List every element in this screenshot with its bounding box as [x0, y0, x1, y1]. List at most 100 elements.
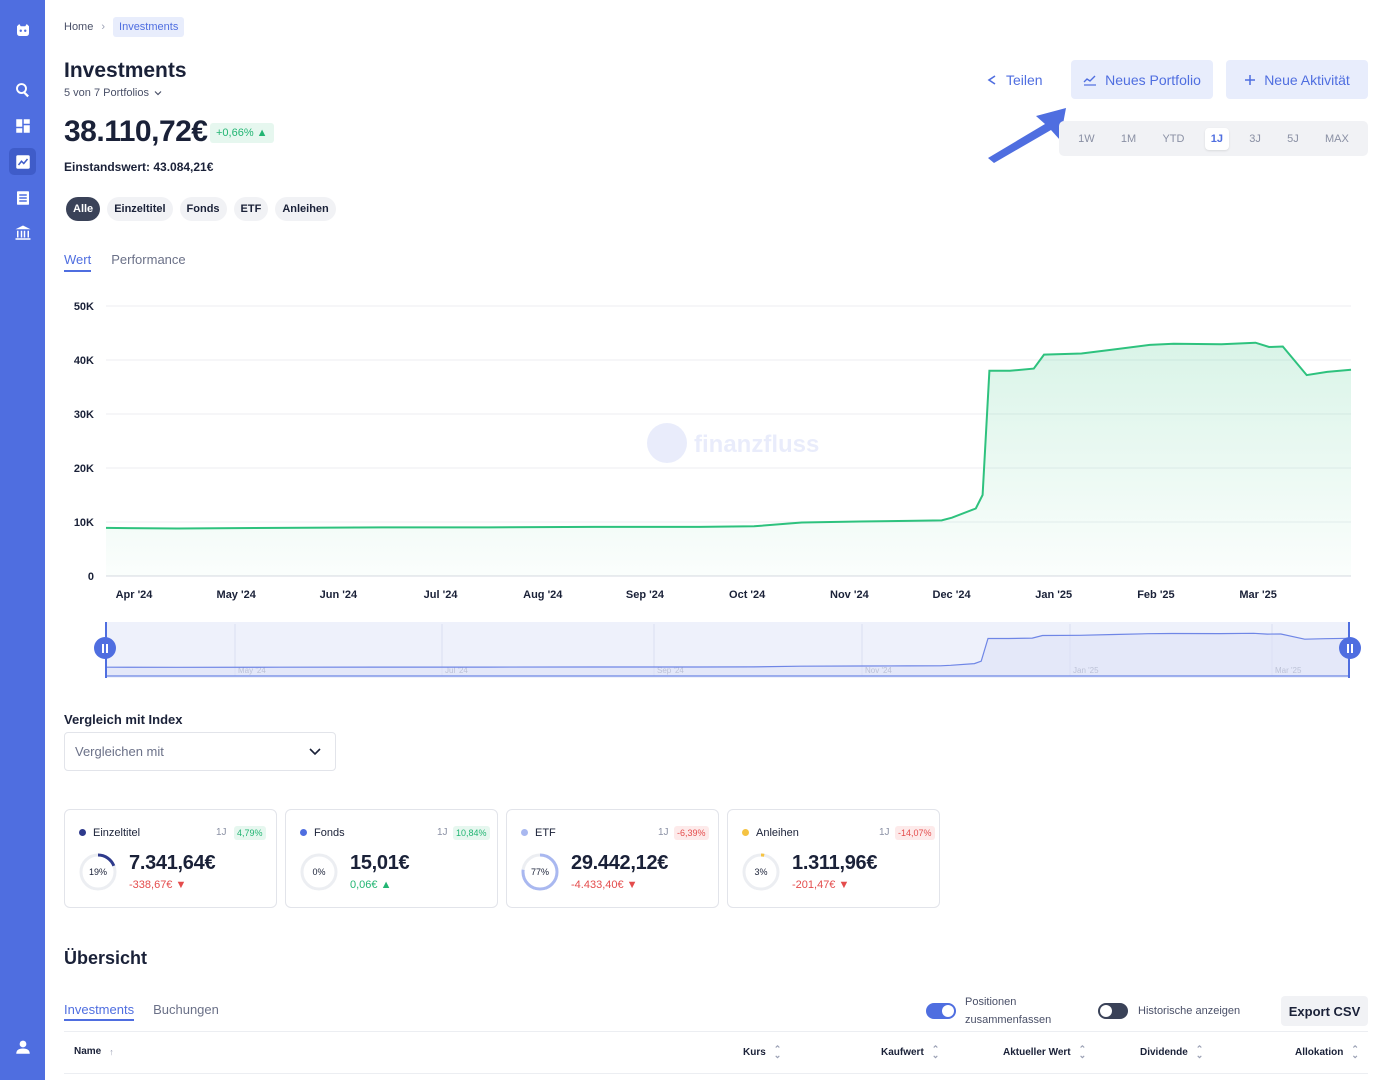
user-profile-icon[interactable]	[9, 1033, 36, 1060]
asset-card-einzeltitel[interactable]: Einzeltitel 1J 4,79% 19% 7.341,64€ -338,67€ ▼	[64, 809, 277, 908]
overview-tabs: Investments Buchungen	[64, 1002, 219, 1021]
allocation-percent: 77%	[530, 867, 549, 877]
document-icon[interactable]	[9, 184, 36, 211]
merge-positions-toggle[interactable]	[926, 1003, 956, 1019]
legend-dot	[300, 829, 307, 836]
merge-positions-label: Positionen zusammenfassen	[965, 993, 1051, 1029]
bank-icon[interactable]	[9, 219, 36, 246]
history-toggle[interactable]	[1098, 1003, 1128, 1019]
x-tick-label: Mar '25	[1239, 589, 1276, 601]
column-label: Kurs	[743, 1046, 766, 1058]
export-csv-button[interactable]: Export CSV	[1281, 996, 1368, 1026]
chevron-down-icon	[154, 91, 162, 96]
overview-tab-investments[interactable]: Investments	[64, 1002, 135, 1021]
filter-chip-etf[interactable]: ETF	[233, 197, 269, 221]
column-header-kaufwert[interactable]: Kaufwert ⌃ ⌄	[881, 1045, 939, 1060]
asset-card-etf[interactable]: ETF 1J -6,39% 77% 29.442,12€ -4.433,40€ ▼	[506, 809, 719, 908]
compare-placeholder: Vergleichen mit	[75, 744, 164, 759]
column-header-name[interactable]: Name ↑	[74, 1046, 114, 1057]
asset-class-cards: Einzeltitel 1J 4,79% 19% 7.341,64€ -338,67€ ▼…	[64, 809, 940, 908]
range-3j[interactable]: 3J	[1249, 132, 1261, 145]
asset-delta: -4.433,40€ ▼	[571, 879, 638, 891]
allocation-percent: 0%	[312, 867, 326, 877]
watermark: finanzfluss	[647, 423, 819, 463]
performance-badge: -6,39%	[674, 826, 709, 840]
filter-chip-fonds[interactable]: Fonds	[179, 197, 227, 221]
merge-label-line2: zusammenfassen	[965, 1014, 1052, 1026]
x-tick-label: Dec '24	[933, 589, 972, 601]
plus-icon	[1245, 74, 1256, 85]
range-1m[interactable]: 1M	[1120, 132, 1137, 145]
compare-label: Vergleich mit Index	[64, 712, 183, 727]
range-5j[interactable]: 5J	[1287, 132, 1299, 145]
portfolio-selector[interactable]: 5 von 7 Portfolios	[64, 87, 163, 99]
column-header-allokation[interactable]: Allokation ⌃ ⌄	[1295, 1045, 1359, 1060]
x-tick-label: Jan '25	[1035, 589, 1072, 601]
range-1j[interactable]: 1J	[1204, 127, 1229, 150]
y-tick-label: 10K	[74, 517, 94, 529]
allocation-percent: 3%	[754, 867, 768, 877]
column-header-kurs[interactable]: Kurs ⌃ ⌄	[743, 1045, 781, 1060]
legend-dot	[742, 829, 749, 836]
column-label: Allokation	[1295, 1046, 1344, 1058]
history-label: Historische anzeigen	[1138, 1005, 1241, 1017]
filter-chip-alle[interactable]: Alle	[66, 197, 101, 221]
asset-name: Fonds	[314, 827, 345, 839]
watermark-text: finanzfluss	[694, 431, 819, 458]
search-icon[interactable]	[9, 76, 36, 103]
asset-delta: -338,67€ ▼	[129, 879, 187, 891]
chevron-down-icon	[309, 747, 321, 755]
watermark-logo-icon	[647, 423, 687, 463]
asset-card-fonds[interactable]: Fonds 1J 10,84% 0% 15,01€ 0,06€ ▲	[285, 809, 498, 908]
compare-index-select[interactable]: Vergleichen mit	[64, 732, 336, 771]
new-activity-label: Neue Aktivität	[1264, 71, 1350, 88]
y-tick-label: 20K	[74, 463, 94, 475]
pointer-arrow-icon	[988, 108, 1066, 163]
filter-chip-anleihen[interactable]: Anleihen	[275, 197, 336, 221]
toggle-knob	[1100, 1005, 1112, 1017]
filter-chip-einzeltitel[interactable]: Einzeltitel	[107, 197, 173, 221]
investments-chart-icon[interactable]	[9, 148, 36, 175]
table-divider	[64, 1073, 1368, 1074]
period-label: 1J	[216, 827, 227, 838]
change-badge: +0,66% ▲	[210, 123, 274, 143]
share-button[interactable]: Teilen	[976, 61, 1053, 99]
total-value: 38.110,72€	[64, 115, 208, 148]
portfolio-value-chart[interactable]: 50K 40K 30K 20K 10K 0 finanzfluss Apr '24 May '2…	[64, 290, 1368, 610]
x-tick-label: Nov '24	[830, 589, 870, 601]
range-handle-left[interactable]	[94, 637, 116, 659]
y-tick-label: 30K	[74, 409, 94, 421]
finanzfluss-logo-icon[interactable]	[9, 16, 36, 43]
y-tick-label: 40K	[74, 355, 94, 367]
column-header-dividende[interactable]: Dividende ⌃ ⌄	[1140, 1045, 1203, 1060]
dashboard-icon[interactable]	[9, 112, 36, 139]
breadcrumb-home[interactable]: Home	[64, 21, 94, 33]
ring-track	[300, 853, 338, 891]
asset-card-anleihen[interactable]: Anleihen 1J -14,07% 3% 1.311,96€ -201,47€ ▼	[727, 809, 940, 908]
range-ytd[interactable]: YTD	[1162, 132, 1185, 145]
time-range-selector: 1W 1M YTD 1J 3J 5J MAX	[1059, 121, 1368, 156]
column-label: Kaufwert	[881, 1046, 924, 1058]
cost-basis: Einstandswert: 43.084,21€	[64, 160, 214, 174]
period-label: 1J	[879, 827, 890, 838]
overview-tab-buchungen[interactable]: Buchungen	[153, 1002, 219, 1017]
range-max[interactable]: MAX	[1325, 132, 1349, 145]
new-portfolio-button[interactable]: Neues Portfolio	[1071, 60, 1213, 99]
range-1w[interactable]: 1W	[1078, 132, 1095, 145]
column-label: Dividende	[1140, 1046, 1188, 1058]
tab-performance[interactable]: Performance	[111, 252, 186, 267]
x-tick-label: Apr '24	[116, 589, 154, 601]
asset-name: Anleihen	[756, 827, 799, 839]
allocation-ring	[300, 853, 338, 891]
new-activity-button[interactable]: Neue Aktivität	[1226, 60, 1368, 99]
asset-name: ETF	[535, 827, 556, 839]
range-handle-right[interactable]	[1339, 637, 1361, 659]
column-header-aktueller-wert[interactable]: Aktueller Wert ⌃ ⌄	[1003, 1045, 1086, 1060]
column-label: Aktueller Wert	[1003, 1046, 1071, 1058]
allocation-ring	[742, 853, 780, 891]
tab-wert[interactable]: Wert	[64, 252, 92, 272]
asset-amount: 1.311,96€	[792, 852, 878, 874]
drag-grip-icon	[102, 643, 108, 653]
line-chart-icon	[1083, 75, 1097, 86]
